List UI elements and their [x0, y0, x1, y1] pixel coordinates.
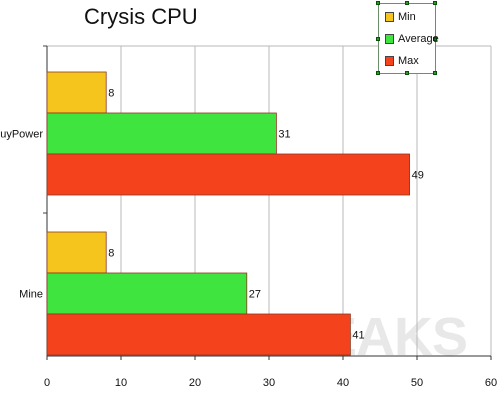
data-label: 41 [352, 330, 364, 342]
bar-max-mine [46, 313, 351, 356]
chart-legend[interactable]: Min Average Max [376, 1, 439, 75]
bar-min-mine [46, 231, 107, 274]
legend-item-min: Min [385, 10, 416, 24]
x-tick-label: 30 [263, 377, 275, 389]
x-tick-label: 50 [411, 377, 423, 389]
bar-min-ibuypower [46, 71, 107, 114]
bar-max-ibuypower [46, 153, 411, 196]
data-label: 27 [249, 289, 261, 301]
resize-handle[interactable] [376, 1, 380, 5]
legend-item-max: Max [385, 54, 419, 68]
resize-handle[interactable] [405, 71, 409, 75]
data-label: 31 [278, 129, 290, 141]
legend-label: Average [398, 33, 439, 45]
legend-label: Min [398, 11, 416, 23]
category-label: Mine [19, 289, 43, 301]
chart-title: Crysis CPU [84, 4, 198, 29]
legend-label: Max [398, 55, 419, 67]
legend-swatch [385, 56, 394, 66]
bar-average-ibuypower [46, 112, 277, 155]
data-label: 49 [412, 170, 424, 182]
resize-handle[interactable] [433, 37, 437, 41]
resize-handle[interactable] [405, 1, 409, 5]
x-tick-label: 0 [44, 377, 50, 389]
x-tick-label: 10 [115, 377, 127, 389]
x-tick-label: 20 [189, 377, 201, 389]
resize-handle[interactable] [376, 37, 380, 41]
data-label: 8 [108, 248, 114, 260]
resize-handle[interactable] [433, 1, 437, 5]
data-label: 8 [108, 88, 114, 100]
legend-swatch [385, 34, 394, 44]
bar-average-mine [46, 272, 248, 315]
x-tick-label: 60 [485, 377, 497, 389]
resize-handle[interactable] [376, 71, 380, 75]
category-label: iBuyPower [0, 129, 43, 141]
x-tick-label: 40 [337, 377, 349, 389]
legend-item-average: Average [385, 32, 439, 46]
resize-handle[interactable] [433, 71, 437, 75]
legend-swatch [385, 12, 394, 22]
